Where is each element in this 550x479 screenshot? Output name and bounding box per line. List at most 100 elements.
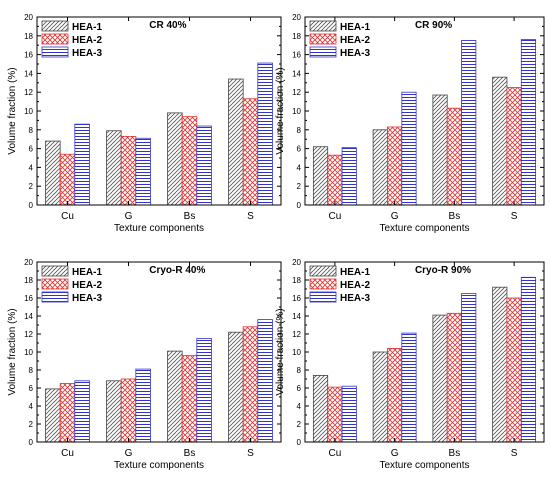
y-axis-title: Volume fraction (%) xyxy=(7,308,18,395)
bar-s-hea-3 xyxy=(257,319,273,443)
y-tick-label: 16 xyxy=(292,294,301,303)
bar-g-hea-2 xyxy=(120,135,137,206)
y-tick-label: 16 xyxy=(292,51,301,60)
legend-label-hea-3: HEA-3 xyxy=(72,293,102,304)
y-axis-title: Volume fraction (%) xyxy=(275,308,286,395)
legend-swatch-hea-3 xyxy=(41,291,69,303)
legend-swatch-hea-1 xyxy=(41,20,69,32)
x-category-label: S xyxy=(511,211,518,222)
y-tick-label: 8 xyxy=(297,366,302,375)
y-tick-label: 6 xyxy=(29,145,34,154)
legend-label-hea-3: HEA-3 xyxy=(340,48,370,59)
legend-label-hea-1: HEA-1 xyxy=(340,267,370,278)
legend-label-hea-2: HEA-2 xyxy=(72,280,102,291)
y-tick-label: 12 xyxy=(24,330,33,339)
bar-bs-hea-3 xyxy=(461,293,477,443)
y-tick-label: 18 xyxy=(24,32,33,41)
y-tick-label: 16 xyxy=(24,51,33,60)
y-tick-label: 0 xyxy=(297,201,302,210)
chart-panel-4: 0 2 4 6 8 10 12 14 16 18 20 Cu G Bs S Texture component… xyxy=(275,258,545,471)
y-tick-label: 2 xyxy=(29,420,34,429)
y-tick-label: 20 xyxy=(24,13,33,22)
y-tick-label: 14 xyxy=(24,69,33,78)
y-tick-label: 12 xyxy=(24,88,33,97)
y-tick-label: 8 xyxy=(297,126,302,135)
bar-bs-hea-1 xyxy=(432,94,448,206)
x-category-label: Bs xyxy=(449,211,461,222)
bar-cu-hea-1 xyxy=(45,388,61,443)
x-axis-title: Texture components xyxy=(114,223,204,234)
bar-g-hea-1 xyxy=(106,130,122,206)
bar-s-hea-1 xyxy=(228,78,244,206)
bar-s-hea-1 xyxy=(492,286,508,443)
bar-s-hea-2 xyxy=(242,98,259,206)
y-tick-label: 6 xyxy=(297,384,302,393)
y-tick-label: 10 xyxy=(24,107,33,116)
bar-s-hea-2 xyxy=(506,87,522,206)
bar-g-hea-3 xyxy=(401,332,417,443)
y-tick-label: 2 xyxy=(29,182,34,191)
bar-cu-hea-3 xyxy=(341,147,357,206)
y-tick-label: 12 xyxy=(292,330,301,339)
y-tick-label: 20 xyxy=(292,13,301,22)
chart-title: Cryo-R 40% xyxy=(149,265,205,276)
y-tick-label: 20 xyxy=(292,258,301,267)
bar-s-hea-1 xyxy=(492,76,508,206)
bar-bs-hea-3 xyxy=(196,125,212,206)
y-tick-label: 8 xyxy=(29,366,34,375)
y-axis-title: Volume fraction (%) xyxy=(7,67,18,154)
legend-label-hea-1: HEA-1 xyxy=(340,22,370,33)
x-axis-title: Texture components xyxy=(379,223,469,234)
y-tick-label: 10 xyxy=(292,107,301,116)
bar-g-hea-3 xyxy=(135,368,151,443)
y-tick-label: 2 xyxy=(297,182,302,191)
legend-swatch-hea-2 xyxy=(309,278,337,290)
bar-g-hea-3 xyxy=(135,137,151,206)
bar-s-hea-2 xyxy=(506,297,522,443)
bar-cu-hea-3 xyxy=(74,380,90,443)
y-tick-label: 6 xyxy=(29,384,34,393)
x-axis-title: Texture components xyxy=(114,460,204,471)
x-category-label: Cu xyxy=(61,448,74,459)
x-category-label: Cu xyxy=(61,211,74,222)
bar-g-hea-1 xyxy=(372,351,388,443)
y-tick-label: 0 xyxy=(29,438,34,447)
x-category-label: Bs xyxy=(449,448,461,459)
bar-cu-hea-2 xyxy=(59,383,76,443)
y-tick-label: 14 xyxy=(24,312,33,321)
y-tick-label: 12 xyxy=(292,88,301,97)
x-category-label: Bs xyxy=(184,211,196,222)
x-category-label: G xyxy=(125,448,133,459)
bar-cu-hea-1 xyxy=(312,374,329,443)
legend-swatch-hea-3 xyxy=(309,291,337,303)
chart-panel-2: 0 2 4 6 8 10 12 14 16 18 20 Cu G Bs S Texture component… xyxy=(275,13,545,234)
x-category-label: Bs xyxy=(184,448,196,459)
legend-label-hea-2: HEA-2 xyxy=(72,35,102,46)
legend-label-hea-1: HEA-1 xyxy=(72,22,102,33)
bar-s-hea-2 xyxy=(242,326,259,443)
bar-s-hea-1 xyxy=(228,331,244,443)
chart-title: CR 40% xyxy=(149,20,186,31)
bar-g-hea-2 xyxy=(387,126,403,206)
y-tick-label: 2 xyxy=(297,420,302,429)
y-tick-label: 0 xyxy=(297,438,302,447)
bar-cu-hea-3 xyxy=(341,385,357,443)
x-category-label: S xyxy=(247,448,254,459)
chart-title: Cryo-R 90% xyxy=(415,265,471,276)
bar-g-hea-2 xyxy=(120,378,137,443)
y-tick-label: 6 xyxy=(297,145,302,154)
bar-s-hea-3 xyxy=(520,39,537,206)
y-axis-title: Volume fraction (%) xyxy=(275,67,286,154)
legend-swatch-hea-2 xyxy=(41,33,69,45)
bar-cu-hea-2 xyxy=(327,386,343,443)
legend-swatch-hea-2 xyxy=(41,278,69,290)
x-category-label: S xyxy=(247,211,254,222)
legend-label-hea-3: HEA-3 xyxy=(72,48,102,59)
y-tick-label: 16 xyxy=(24,294,33,303)
y-tick-label: 20 xyxy=(24,258,33,267)
x-category-label: G xyxy=(391,448,399,459)
chart-panel-3: 0 2 4 6 8 10 12 14 16 18 20 Cu G Bs S Texture component… xyxy=(7,258,282,471)
bar-bs-hea-1 xyxy=(167,350,183,443)
y-tick-label: 4 xyxy=(29,163,34,172)
legend-swatch-hea-1 xyxy=(309,20,337,32)
